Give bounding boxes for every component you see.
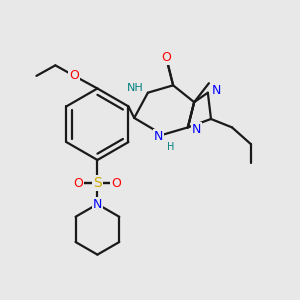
Text: O: O [74,177,83,190]
Text: H: H [167,142,175,152]
Text: O: O [161,52,171,64]
Text: O: O [69,69,79,82]
Text: S: S [93,176,102,190]
Text: N: N [192,123,201,136]
Text: N: N [212,84,221,97]
Text: N: N [93,198,102,211]
Text: NH: NH [127,83,144,94]
Text: N: N [154,130,163,143]
Text: O: O [111,177,121,190]
